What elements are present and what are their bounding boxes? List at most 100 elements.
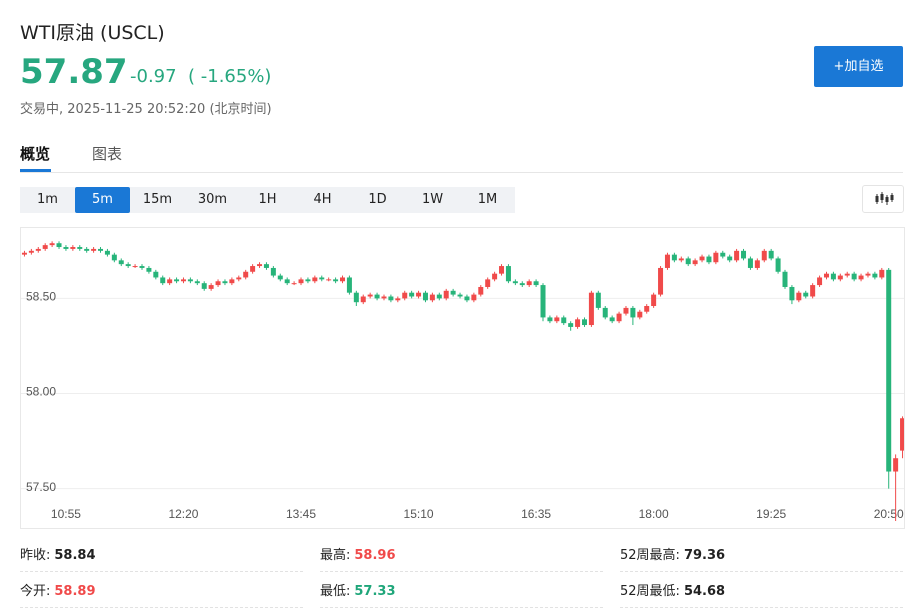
stat-separator xyxy=(620,607,903,608)
stat: 52周最高: 79.36 xyxy=(620,544,725,563)
candle-body xyxy=(568,323,574,327)
watch-button[interactable]: +加自选 xyxy=(814,46,903,87)
interval-button[interactable]: 15m xyxy=(142,192,173,207)
candle-body xyxy=(229,279,235,284)
candle-body xyxy=(21,252,27,255)
candle-body xyxy=(893,458,899,472)
candle-body xyxy=(70,247,76,249)
stat-value: 57.33 xyxy=(354,584,396,599)
y-tick-label: 58.50 xyxy=(26,290,56,304)
candle-body xyxy=(837,275,843,280)
stat-label: 昨收: xyxy=(20,548,51,563)
candle-body xyxy=(789,286,795,301)
candle-body xyxy=(153,271,159,278)
candle-body xyxy=(132,266,138,268)
y-tick-label: 57.50 xyxy=(26,480,56,494)
stat-separator xyxy=(620,571,903,572)
candle-body xyxy=(77,247,83,249)
candle-body xyxy=(270,267,276,276)
candle-body xyxy=(796,292,802,301)
candle-body xyxy=(685,258,691,265)
candle-body xyxy=(222,281,228,284)
candle-body xyxy=(91,248,97,251)
candle-body xyxy=(526,281,532,286)
interval-button[interactable]: 1W xyxy=(421,192,444,207)
candle-body xyxy=(720,252,726,257)
candle-body xyxy=(699,256,705,261)
candle-body xyxy=(346,277,352,293)
candle-body xyxy=(291,283,297,285)
candle-body xyxy=(42,245,48,249)
candle-body xyxy=(830,273,836,280)
candle-body xyxy=(616,313,622,322)
candle-body xyxy=(63,247,69,249)
candle-body xyxy=(360,296,366,303)
candle-body xyxy=(395,298,401,301)
interval-button[interactable]: 4H xyxy=(313,192,332,207)
tab[interactable]: 图表 xyxy=(92,145,123,163)
candle-body xyxy=(139,266,145,268)
price: 57.87 xyxy=(20,52,128,92)
status: 交易中, 2025-11-25 20:52:20 (北京时间) xyxy=(20,102,272,117)
candle-body xyxy=(851,273,857,280)
interval-button[interactable]: 1D xyxy=(368,192,387,207)
candle-body xyxy=(388,296,394,301)
candle-body xyxy=(409,292,415,297)
candle-body xyxy=(858,275,864,280)
candle-body xyxy=(727,256,733,261)
change: -0.97 xyxy=(130,66,177,87)
candle-body xyxy=(49,243,55,246)
candle-body xyxy=(768,250,774,259)
stat-separator xyxy=(20,571,303,572)
stat-separator xyxy=(320,607,603,608)
candle-body xyxy=(429,294,435,301)
interval-button[interactable]: 1H xyxy=(258,192,277,207)
candle-body xyxy=(98,248,104,251)
tab-divider xyxy=(20,172,903,173)
candlestick-chart: 57.50 58.00 58.50 10:55 12:20 13:45 15:10 16:35… xyxy=(20,227,905,529)
tab-underline xyxy=(20,169,51,172)
candle-body xyxy=(167,279,173,284)
candle-body xyxy=(775,258,781,272)
stat-value: 58.84 xyxy=(54,548,96,563)
candle-body xyxy=(554,317,560,322)
candle-body xyxy=(879,269,885,278)
candle-body xyxy=(208,285,214,289)
candle-body xyxy=(340,277,346,282)
interval-button[interactable]: 1M xyxy=(477,192,498,207)
candle-body xyxy=(761,250,767,261)
stat: 最低: 57.33 xyxy=(320,580,396,599)
candle-body xyxy=(865,273,871,276)
candle-body xyxy=(125,264,131,267)
candle-body xyxy=(533,281,539,286)
candle-body xyxy=(623,307,629,314)
candle-body xyxy=(505,266,511,282)
interval-bar: 1m 5m 15m 30m 1H 4H 1D 1W 1M xyxy=(20,187,515,213)
stat: 最高: 58.96 xyxy=(320,544,396,563)
stat-label: 最低: xyxy=(320,584,351,599)
candle-body xyxy=(595,292,601,308)
interval-button[interactable]: 5m xyxy=(75,187,130,213)
candle-body xyxy=(457,294,463,297)
tab[interactable]: 概览 xyxy=(20,145,51,163)
candle-body xyxy=(678,258,684,261)
candle-body xyxy=(512,281,518,284)
interval-button[interactable]: 30m xyxy=(197,192,228,207)
candle-body xyxy=(333,279,339,282)
candle-body xyxy=(436,294,442,299)
candle-body xyxy=(561,317,567,324)
candle-body xyxy=(305,279,311,282)
interval-button[interactable]: 1m xyxy=(37,192,58,207)
change-pct: ( -1.65%) xyxy=(188,66,272,87)
candle-body xyxy=(381,296,387,299)
candle-body xyxy=(277,275,283,280)
candle-body xyxy=(194,281,200,284)
candle-body xyxy=(664,254,670,268)
stat-value: 79.36 xyxy=(683,548,726,563)
candle-body xyxy=(319,277,325,280)
x-tick-label: 20:50 xyxy=(874,507,904,521)
candle-body xyxy=(817,277,823,286)
chart-type-button[interactable] xyxy=(862,185,904,213)
x-tick-label: 12:20 xyxy=(168,507,198,521)
